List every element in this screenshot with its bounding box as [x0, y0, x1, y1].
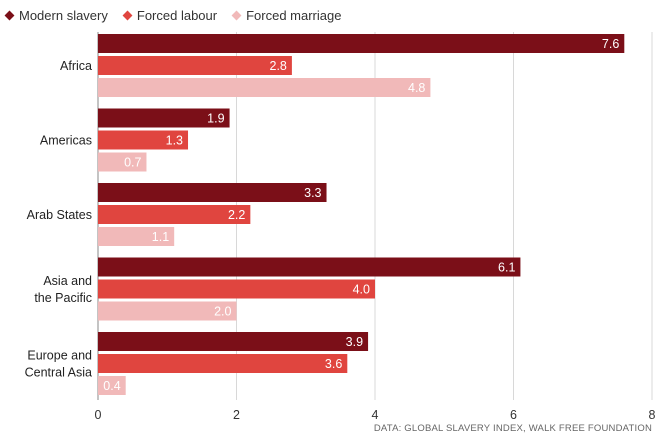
- label-layer: 0 2 4 6 8 7.6 2.8 4.8 Africa 1.9 1.3 0.7 Americas 3.3…: [25, 37, 656, 422]
- x-tick-label: 4: [372, 408, 379, 422]
- bar: [98, 227, 175, 246]
- bar-value-label: 4.8: [408, 81, 425, 95]
- legend: Modern slavery Forced labour Forced marr…: [4, 4, 342, 26]
- x-tick-label: 6: [510, 408, 517, 422]
- bar: [98, 354, 348, 373]
- category-label: Asia and the Pacific: [34, 274, 92, 305]
- bar-value-label: 3.6: [325, 357, 342, 371]
- legend-label: Forced marriage: [246, 7, 342, 23]
- legend-item-forced-labour: Forced labour: [122, 7, 218, 23]
- legend-label: Forced labour: [136, 7, 218, 23]
- legend-item-modern-slavery: Modern slavery: [4, 7, 108, 23]
- category-label-line: the Pacific: [34, 291, 92, 305]
- category-label: Africa: [60, 59, 92, 73]
- bar: [98, 152, 147, 172]
- bar-value-label: 2.8: [270, 59, 287, 73]
- x-tick-label: 2: [233, 408, 240, 422]
- bar-value-label: 1.1: [152, 230, 169, 244]
- bar: [98, 130, 189, 150]
- source-note: DATA: GLOBAL SLAVERY INDEX, WALK FREE FO…: [374, 423, 652, 434]
- legend-item-forced-marriage: Forced marriage: [231, 7, 342, 23]
- bar: [98, 108, 230, 128]
- bar-value-label: 2.2: [228, 208, 245, 222]
- bar-value-label: 3.9: [346, 335, 363, 349]
- bar-value-label: 1.3: [166, 134, 183, 148]
- bar-value-label: 2.0: [214, 305, 231, 319]
- category-label: Americas: [40, 134, 92, 148]
- bar-value-label: 6.1: [498, 261, 515, 275]
- bar-value-label: 1.9: [207, 112, 224, 126]
- bar: [98, 56, 292, 75]
- bar-layer: [98, 34, 625, 395]
- category-label-line: Africa: [60, 59, 92, 73]
- bar: [98, 279, 375, 299]
- bar: [98, 301, 237, 321]
- x-tick-label: 0: [95, 408, 102, 422]
- category-label-line: Europe and: [27, 349, 92, 363]
- category-label-line: Central Asia: [25, 366, 92, 380]
- x-tick-label: 8: [649, 408, 656, 422]
- bar: [98, 78, 431, 97]
- bar: [98, 376, 126, 395]
- category-label-line: Americas: [40, 134, 92, 148]
- bar-value-label: 0.7: [124, 156, 141, 170]
- category-label: Arab States: [27, 208, 92, 222]
- bar: [98, 34, 625, 53]
- bar-value-label: 4.0: [353, 283, 370, 297]
- category-label-line: Arab States: [27, 208, 92, 222]
- bar: [98, 205, 251, 224]
- bar-value-label: 3.3: [304, 186, 321, 200]
- bar-value-label: 0.4: [103, 379, 120, 393]
- legend-label: Modern slavery: [19, 7, 108, 23]
- bar: [98, 257, 521, 277]
- bar: [98, 332, 369, 351]
- bar: [98, 183, 327, 202]
- bar-value-label: 7.6: [602, 37, 619, 51]
- category-label: Europe and Central Asia: [25, 349, 92, 380]
- category-label-line: Asia and: [43, 274, 92, 288]
